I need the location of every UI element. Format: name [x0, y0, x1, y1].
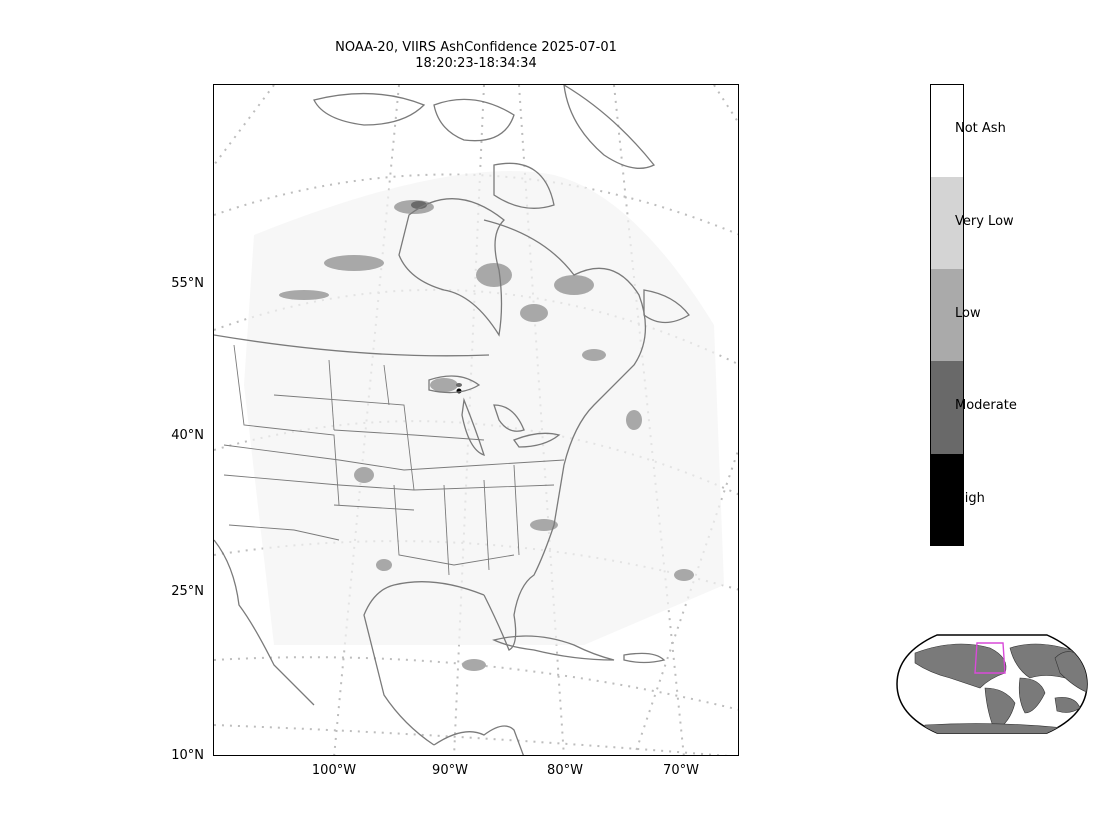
ash-swath [244, 171, 724, 671]
ash-speckles-moderate [411, 201, 462, 387]
title-line-1: NOAA-20, VIIRS AshConfidence 2025-07-01 [335, 40, 617, 55]
colorbar-label-not-ash: Not Ash [955, 121, 1006, 136]
colorbar-label-low: Low [955, 306, 981, 321]
lat-label-40n: 40°N [171, 428, 204, 443]
lon-label-80w: 80°W [547, 763, 583, 778]
lat-label-10n: 10°N [171, 748, 204, 763]
coastlines [214, 85, 690, 755]
lon-label-90w: 90°W [432, 763, 468, 778]
parallel-line [214, 656, 738, 711]
colorbar-segment-low [931, 269, 963, 361]
lat-label-55n: 55°N [171, 276, 204, 291]
main-map [213, 84, 739, 756]
colorbar-label-very-low: Very Low [955, 214, 1014, 229]
inset-land [914, 643, 1087, 733]
meridian-line [214, 85, 275, 166]
colorbar-segment-very-low [931, 177, 963, 269]
parallel-line [214, 724, 728, 755]
inset-canvas [896, 634, 1088, 734]
map-title: NOAA-20, VIIRS AshConfidence 2025-07-01 … [214, 40, 738, 72]
colorbar-label-moderate: Moderate [955, 398, 1017, 413]
inset-region-box [974, 642, 1006, 674]
lon-label-100w: 100°W [311, 763, 357, 778]
colorbar-segment-high [931, 454, 963, 545]
colorbar-label-high: High [955, 491, 985, 506]
state-borders [223, 344, 565, 576]
lat-label-25n: 25°N [171, 584, 204, 599]
map-canvas [214, 85, 738, 755]
meridian-line [713, 85, 738, 124]
ash-speckles [279, 200, 694, 671]
colorbar-segment-not-ash [931, 85, 963, 177]
colorbar-segment-moderate [931, 361, 963, 454]
swath-background [244, 171, 724, 645]
colorbar [930, 84, 964, 546]
title-line-2: 18:20:23-18:34:34 [415, 56, 537, 71]
lon-label-70w: 70°W [663, 763, 699, 778]
inset-globe-map [895, 633, 1089, 739]
